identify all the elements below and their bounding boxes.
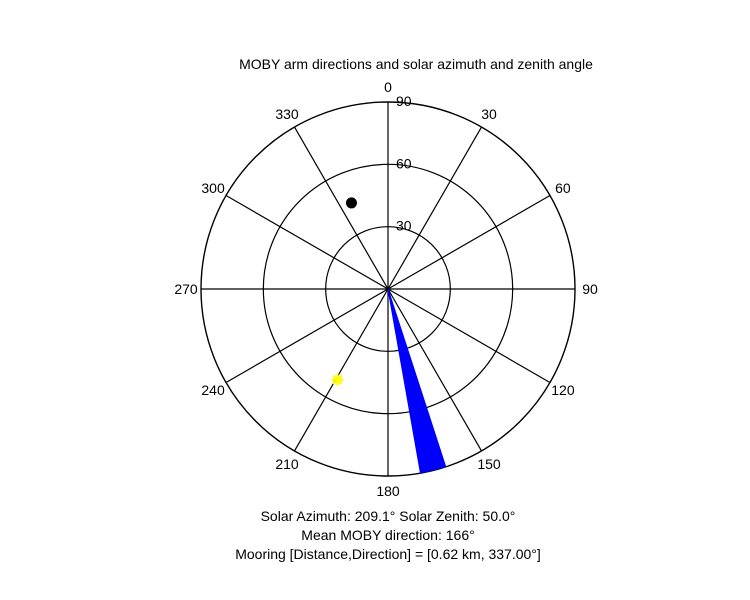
mean-direction-caption: Mean MOBY direction: 166° bbox=[301, 527, 475, 543]
spoke-30 bbox=[387, 126, 483, 290]
spoke-210 bbox=[293, 288, 389, 452]
spoke-240 bbox=[225, 288, 389, 384]
spoke-150 bbox=[387, 288, 483, 452]
data-layer bbox=[331, 197, 447, 474]
angle-label-330: 330 bbox=[275, 106, 299, 122]
mooring-caption: Mooring [Distance,Direction] = [0.62 km,… bbox=[235, 546, 541, 562]
solar-position-marker bbox=[331, 373, 344, 386]
angle-label-240: 240 bbox=[201, 382, 225, 398]
asterisk-stroke bbox=[332, 374, 343, 385]
radial-label-60: 60 bbox=[396, 155, 412, 171]
angle-label-300: 300 bbox=[201, 180, 225, 196]
radial-label-30: 30 bbox=[396, 218, 412, 234]
mooring-position-marker bbox=[345, 197, 357, 209]
arm-direction-line bbox=[387, 288, 421, 474]
angle-label-60: 60 bbox=[555, 180, 571, 196]
angle-label-210: 210 bbox=[275, 456, 299, 472]
angle-label-270: 270 bbox=[174, 281, 198, 297]
spoke-300 bbox=[225, 194, 389, 290]
chart-title: MOBY arm directions and solar azimuth an… bbox=[239, 56, 593, 72]
angle-label-30: 30 bbox=[481, 106, 497, 122]
angle-label-120: 120 bbox=[551, 382, 575, 398]
angle-label-0: 0 bbox=[384, 79, 392, 95]
angle-label-90: 90 bbox=[582, 281, 598, 297]
spoke-330 bbox=[293, 126, 389, 290]
radial-label-90: 90 bbox=[396, 93, 412, 109]
solar-caption: Solar Azimuth: 209.1° Solar Zenith: 50.0… bbox=[260, 508, 516, 524]
angle-label-180: 180 bbox=[376, 483, 400, 499]
tick-labels: 0 30 60 90 120 150 180 210 240 270 300 330 30 60 90 bbox=[174, 79, 598, 499]
polar-grid bbox=[200, 101, 576, 477]
spoke-60 bbox=[387, 194, 551, 290]
spoke-120 bbox=[387, 288, 551, 384]
angle-label-150: 150 bbox=[477, 456, 501, 472]
